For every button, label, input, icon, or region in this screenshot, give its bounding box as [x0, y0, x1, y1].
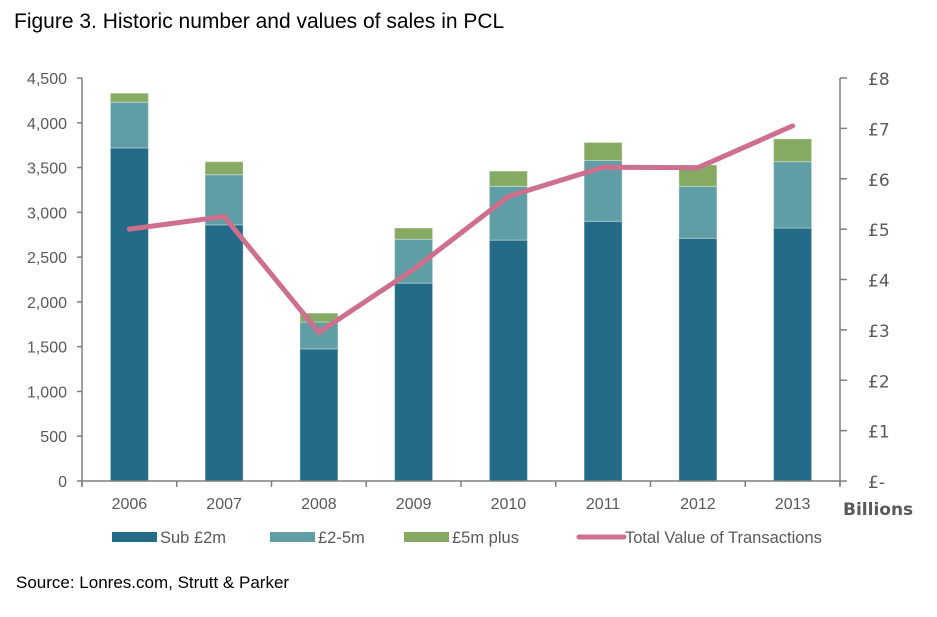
left-tick-label: 2,500: [27, 250, 67, 267]
legend-swatch: [270, 532, 315, 542]
right-tick-label: £8: [868, 70, 890, 90]
right-tick-label: £1: [868, 423, 890, 443]
axes-group: 0 500 1,000 1,500 2,000 2,500 3,000 3,500 4,000 4…: [27, 70, 913, 520]
left-tick-label: 500: [40, 429, 67, 446]
left-tick-label: 1,500: [27, 340, 67, 357]
x-tick-label: 2009: [396, 496, 432, 513]
bar-segment--5m-plus-2009: [394, 227, 434, 240]
legend-label: £5m plus: [452, 529, 519, 547]
right-tick-label: £7: [868, 120, 890, 140]
line-group: [126, 123, 796, 336]
x-tick-label: 2013: [775, 496, 811, 513]
bar-segment--5m-plus-2011: [583, 142, 623, 161]
x-tick-label: 2007: [206, 496, 242, 513]
bar-segment--2-5m-2006: [109, 101, 149, 149]
left-tick-label: 3,500: [27, 161, 67, 178]
x-tick-label: 2008: [301, 496, 337, 513]
left-tick-label: 4,000: [27, 116, 67, 133]
legend: Sub £2m £2-5m £5m plus Total Value of Trans…: [112, 529, 822, 547]
line-series-total-value: [126, 123, 796, 336]
bar-segment-sub-2m-2011: [583, 220, 623, 482]
legend-label: £2-5m: [318, 529, 365, 547]
legend-label: Sub £2m: [160, 529, 226, 547]
left-tick-label: 4,500: [27, 71, 67, 88]
bar-segment--5m-plus-2010: [488, 170, 528, 187]
left-tick-label: 2,000: [27, 295, 67, 312]
bar-segment-sub-2m-2013: [773, 227, 813, 482]
bar-segment-sub-2m-2010: [488, 239, 528, 482]
bar-segment-sub-2m-2012: [678, 237, 718, 482]
bars-group: [109, 92, 813, 482]
x-tick-label: 2011: [586, 496, 621, 513]
bar-segment--2-5m-2013: [773, 161, 813, 229]
bar-segment--5m-plus-2006: [109, 92, 149, 103]
right-tick-label: £6: [868, 171, 890, 191]
left-tick-label: 0: [58, 474, 67, 491]
legend-label: Total Value of Transactions: [625, 529, 822, 547]
left-tick-label: 3,000: [27, 205, 67, 222]
right-tick-label: £4: [868, 272, 890, 292]
legend-swatch: [404, 532, 449, 542]
right-tick-label: £2: [868, 372, 890, 392]
bar-segment--2-5m-2012: [678, 185, 718, 239]
right-axis-units-label: Billions: [843, 500, 913, 520]
left-tick-label: 1,000: [27, 384, 67, 401]
bar-segment--5m-plus-2012: [678, 164, 718, 187]
legend-swatch: [112, 532, 157, 542]
bar-segment-sub-2m-2006: [109, 147, 149, 482]
figure-title: Figure 3. Historic number and values of …: [14, 10, 505, 33]
bar-segment--5m-plus-2013: [773, 138, 813, 163]
right-tick-label: £5: [868, 221, 890, 241]
x-tick-label: 2010: [491, 496, 527, 513]
bar-segment-sub-2m-2007: [204, 224, 244, 482]
source-note: Source: Lonres.com, Strutt & Parker: [16, 573, 290, 592]
bar-segment-sub-2m-2008: [299, 348, 339, 482]
bar-segment--5m-plus-2007: [204, 161, 244, 176]
x-tick-label: 2012: [680, 496, 716, 513]
right-tick-label: £-: [868, 473, 885, 493]
x-tick-label: 2006: [112, 496, 148, 513]
right-tick-label: £3: [868, 322, 890, 342]
bar-segment-sub-2m-2009: [394, 282, 434, 482]
